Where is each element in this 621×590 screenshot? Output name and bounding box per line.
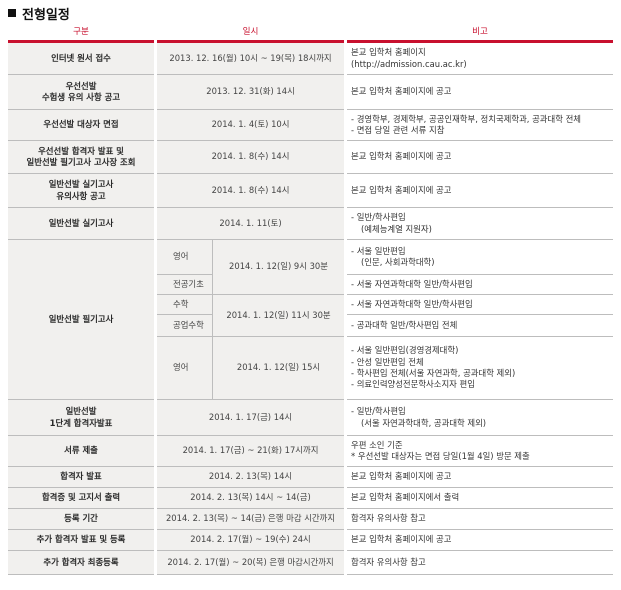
subject-cell: 전공기초 xyxy=(157,275,213,295)
category-cell: 일반선발 필기고사 xyxy=(8,240,154,400)
note-cell: 우편 소인 기준 * 우선선발 대상자는 면접 당일(1월 4일) 방문 제출 xyxy=(347,436,614,467)
table-row: 우선선발 합격자 발표 및 일반선발 필기고사 고사장 조회 2014. 1. 8… xyxy=(8,141,614,174)
note-cell: - 서울 일반편입 (인문, 사회과학대학) xyxy=(347,240,614,275)
table-row: 공업수학 - 공과대학 일반/학사편입 전체 xyxy=(8,315,614,337)
note-cell: 본교 입학처 홈페이지에서 출력 xyxy=(347,488,614,509)
note-cell: - 서울 자연과학대학 일반/학사편입 xyxy=(347,295,614,315)
subject-cell: 수학 xyxy=(157,295,213,315)
category-cell: 서류 제출 xyxy=(8,436,154,467)
note-cell: 본교 입학처 홈페이지에 공고 xyxy=(347,75,614,110)
schedule-cell: 2014. 1. 11(토) xyxy=(157,208,345,240)
schedule-cell: 2013. 12. 16(월) 10시 ~ 19(목) 18시까지 xyxy=(157,43,345,75)
schedule-cell: 2014. 2. 13(목) 14시 ~ 14(금) xyxy=(157,488,345,509)
schedule-cell: 2014. 2. 17(월) ~ 19(수) 24시 xyxy=(157,530,345,551)
note-cell: 합격자 유의사항 참고 xyxy=(347,509,614,530)
category-cell: 일반선발 1단계 합격자발표 xyxy=(8,400,154,436)
category-cell: 추가 합격자 최종등록 xyxy=(8,551,154,575)
category-cell: 합격증 및 고지서 출력 xyxy=(8,488,154,509)
category-cell: 우선선발 합격자 발표 및 일반선발 필기고사 고사장 조회 xyxy=(8,141,154,174)
header-category: 구분 xyxy=(8,26,154,43)
subject-cell: 공업수학 xyxy=(157,315,213,337)
schedule-cell: 2014. 2. 17(월) ~ 20(목) 은행 마감시간까지 xyxy=(157,551,345,575)
schedule-cell: 2014. 1. 12(일) 15시 xyxy=(213,337,345,400)
schedule-cell: 2014. 1. 12(일) 11시 30분 xyxy=(213,295,345,337)
header-schedule: 일시 xyxy=(157,26,345,43)
section-title: 전형일정 xyxy=(8,3,70,23)
table-row: 합격자 발표 2014. 2. 13(목) 14시 본교 입학처 홈페이지에 공… xyxy=(8,467,614,488)
table-row: 추가 합격자 최종등록 2014. 2. 17(월) ~ 20(목) 은행 마감… xyxy=(8,551,614,575)
schedule-cell: 2014. 1. 8(수) 14시 xyxy=(157,174,345,208)
table-row: 서류 제출 2014. 1. 17(금) ~ 21(화) 17시까지 우편 소인… xyxy=(8,436,614,467)
category-cell: 인터넷 원서 접수 xyxy=(8,43,154,75)
table-row: 추가 합격자 발표 및 등록 2014. 2. 17(월) ~ 19(수) 24… xyxy=(8,530,614,551)
note-cell: 합격자 유의사항 참고 xyxy=(347,551,614,575)
schedule-cell: 2014. 2. 13(목) ~ 14(금) 은행 마감 시간까지 xyxy=(157,509,345,530)
note-cell: 본교 입학처 홈페이지에 공고 xyxy=(347,174,614,208)
table-row: 우선선발 대상자 면접 2014. 1. 4(토) 10시 - 경영학부, 경제… xyxy=(8,110,614,141)
note-cell: - 일반/학사편입 (예체능계열 지원자) xyxy=(347,208,614,240)
header-row: 구분 일시 비고 xyxy=(8,26,614,43)
category-cell: 추가 합격자 발표 및 등록 xyxy=(8,530,154,551)
table-row: 합격증 및 고지서 출력 2014. 2. 13(목) 14시 ~ 14(금) … xyxy=(8,488,614,509)
table-row: 전공기초 - 서울 자연과학대학 일반/학사편입 xyxy=(8,275,614,295)
category-cell: 일반선발 실기고사 xyxy=(8,208,154,240)
subject-cell: 영어 xyxy=(157,240,213,275)
category-cell: 우선선발 대상자 면접 xyxy=(8,110,154,141)
note-cell: - 일반/학사편입 (서울 자연과학대학, 공과대학 제외) xyxy=(347,400,614,436)
schedule-cell: 2014. 2. 13(목) 14시 xyxy=(157,467,345,488)
section-title-text: 전형일정 xyxy=(22,7,70,23)
table-row: 일반선발 실기고사 유의사항 공고 2014. 1. 8(수) 14시 본교 입학… xyxy=(8,174,614,208)
table-row: 일반선발 실기고사 2014. 1. 11(토) - 일반/학사편입 (예체능계열… xyxy=(8,208,614,240)
note-cell: 본교 입학처 홈페이지에 공고 xyxy=(347,467,614,488)
note-cell: 본교 입학처 홈페이지에 공고 xyxy=(347,141,614,174)
note-cell: - 공과대학 일반/학사편입 전체 xyxy=(347,315,614,337)
note-cell: - 서울 자연과학대학 일반/학사편입 xyxy=(347,275,614,295)
category-cell: 합격자 발표 xyxy=(8,467,154,488)
table-row: 영어 2014. 1. 12(일) 15시 - 서울 일반편입(경영경제대학) … xyxy=(8,337,614,400)
schedule-cell: 2014. 1. 17(금) 14시 xyxy=(157,400,345,436)
schedule-cell: 2014. 1. 17(금) ~ 21(화) 17시까지 xyxy=(157,436,345,467)
note-cell: - 서울 일반편입(경영경제대학) - 안성 일반편입 전체 - 학사편입 전체… xyxy=(347,337,614,400)
header-note: 비고 xyxy=(347,26,614,43)
table-row: 일반선발 필기고사 영어 2014. 1. 12(일) 9시 30분 - 서울 … xyxy=(8,240,614,400)
subject-cell: 영어 xyxy=(157,337,213,400)
note-cell: 본교 입학처 홈페이지에 공고 xyxy=(347,530,614,551)
schedule-cell: 2014. 1. 8(수) 14시 xyxy=(157,141,345,174)
schedule-cell: 2014. 1. 4(토) 10시 xyxy=(157,110,345,141)
schedule-table: 구분 일시 비고 인터넷 원서 접수 2013. 12. 16(월) 10시 ~… xyxy=(8,26,614,575)
note-cell: 본교 입학처 홈페이지 (http://admission.cau.ac.kr) xyxy=(347,43,614,75)
category-cell: 일반선발 실기고사 유의사항 공고 xyxy=(8,174,154,208)
table-row: 등록 기간 2014. 2. 13(목) ~ 14(금) 은행 마감 시간까지 … xyxy=(8,509,614,530)
table-row: 일반선발 1단계 합격자발표 2014. 1. 17(금) 14시 - 일반/학사… xyxy=(8,400,614,436)
square-bullet-icon xyxy=(8,9,16,17)
schedule-cell: 2013. 12. 31(화) 14시 xyxy=(157,75,345,110)
note-cell: - 경영학부, 경제학부, 공공인재학부, 정치국제학과, 공과대학 전체 - 면… xyxy=(347,110,614,141)
category-cell: 우선선발 수험생 유의 사항 공고 xyxy=(8,75,154,110)
table-row: 인터넷 원서 접수 2013. 12. 16(월) 10시 ~ 19(목) 18… xyxy=(8,43,614,75)
table-row: 우선선발 수험생 유의 사항 공고 2013. 12. 31(화) 14시 본교 … xyxy=(8,75,614,110)
schedule-cell: 2014. 1. 12(일) 9시 30분 xyxy=(213,240,345,295)
category-cell: 등록 기간 xyxy=(8,509,154,530)
table-row: 수학 2014. 1. 12(일) 11시 30분 - 서울 자연과학대학 일반… xyxy=(8,295,614,337)
